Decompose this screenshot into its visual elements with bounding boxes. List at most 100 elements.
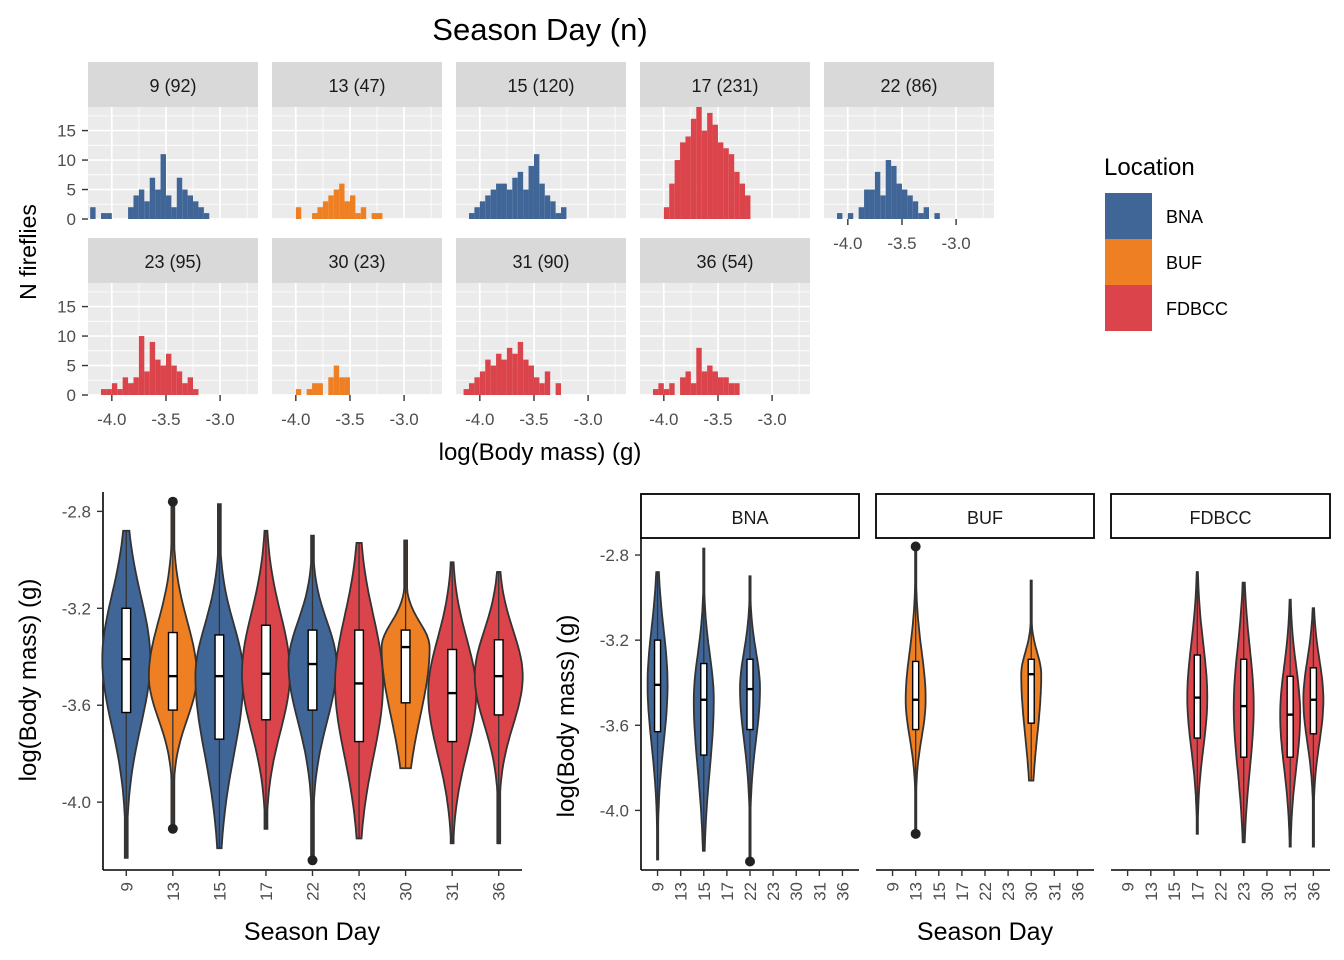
facet-strip-label: 17 (231) — [691, 76, 758, 96]
x-tick-label: 30 — [787, 882, 806, 901]
histogram-bar — [685, 136, 691, 219]
histogram-bar — [734, 171, 740, 219]
histogram-bar — [485, 195, 491, 219]
x-tick-label: 36 — [1304, 882, 1323, 901]
histogram-bar — [360, 207, 367, 219]
x-tick-label: -3.0 — [573, 410, 602, 429]
histogram-bar — [128, 383, 134, 395]
box-iqr — [493, 639, 504, 716]
box-iqr — [167, 631, 178, 711]
outlier-point — [910, 541, 921, 552]
histogram-bar — [468, 213, 475, 219]
histogram-bar — [696, 107, 702, 219]
facet-strip — [640, 238, 810, 283]
histogram-bar — [690, 383, 697, 395]
histogram-bar — [90, 207, 96, 219]
histogram-bar — [712, 124, 718, 219]
histogram-bar — [138, 189, 145, 219]
box-iqr — [307, 629, 318, 711]
histogram-bar — [701, 130, 708, 219]
histogram-bar — [328, 377, 334, 395]
histogram-bar — [160, 365, 166, 395]
x-tick-label: 9 — [1119, 882, 1138, 891]
histogram-bar — [723, 377, 729, 395]
facet-strip — [272, 238, 442, 283]
histogram-bar — [496, 353, 502, 395]
histogram-bar — [306, 389, 313, 395]
histogram-bar — [533, 377, 540, 395]
histogram-bar — [312, 383, 318, 395]
histogram-bar — [138, 336, 145, 395]
histogram-bar — [680, 377, 686, 395]
histogram-bar — [463, 389, 469, 395]
outlier-point — [910, 828, 921, 839]
histogram-bar — [528, 365, 534, 395]
x-tick-label: 22 — [976, 882, 995, 901]
y-tick-label: 5 — [67, 181, 76, 200]
histogram-bar — [349, 195, 356, 219]
histogram-panel: 23 (95) — [88, 238, 258, 396]
facet-strip-label: 13 (47) — [328, 76, 385, 96]
histogram-panel: 31 (90) — [456, 238, 626, 396]
histogram-bar — [880, 195, 886, 219]
histogram-bar — [344, 377, 350, 395]
histogram-bar — [745, 195, 751, 219]
histogram-bar — [474, 377, 480, 395]
histogram-bar — [490, 365, 497, 395]
x-tick-label: 36 — [1068, 882, 1087, 901]
histogram-bar — [312, 213, 318, 219]
x-tick-label: -3.5 — [703, 410, 732, 429]
histogram-bar — [193, 201, 199, 219]
facet-strip-label: BUF — [967, 508, 1003, 528]
x-tick-label: 23 — [999, 882, 1018, 901]
histogram-bar — [182, 383, 188, 395]
histogram-bar — [528, 165, 534, 219]
histogram-bar — [344, 201, 350, 219]
x-tick-label: 30 — [1258, 882, 1277, 901]
x-tick-label: 23 — [764, 882, 783, 901]
histogram-bar — [203, 213, 210, 219]
x-tick-label: -4.0 — [281, 410, 310, 429]
box-iqr — [447, 648, 458, 743]
x-tick-label: 22 — [741, 882, 760, 901]
facet-strip — [272, 62, 442, 107]
histogram-panel: 17 (231) — [640, 62, 810, 220]
histogram-bar — [187, 195, 194, 219]
y-tick-label: 10 — [57, 151, 76, 170]
histogram-bar — [517, 171, 524, 219]
histogram-bar — [496, 183, 502, 219]
x-tick-label: 31 — [810, 882, 829, 901]
x-tick-label: 23 — [1235, 882, 1254, 901]
x-tick-label: -3.5 — [335, 410, 364, 429]
histogram-bar — [652, 389, 659, 395]
histogram-bar — [149, 177, 156, 219]
histogram-panel: 30 (23) — [272, 238, 442, 396]
outlier-point — [167, 823, 178, 834]
histogram-bar — [155, 359, 161, 395]
violin-marks: -2.8 -3.2 -3.6 -4.0 9 13 15 17 22 23 30 31 36 — [62, 492, 524, 901]
histogram-x-label: log(Body mass) (g) — [439, 439, 642, 466]
histogram-bar — [155, 189, 161, 219]
histogram-bar — [701, 371, 708, 395]
facet-strip-label: 9 (92) — [149, 76, 196, 96]
histogram-bar — [723, 148, 729, 219]
histogram-bar — [885, 160, 892, 219]
histogram-bar — [333, 189, 340, 219]
histogram-bar — [734, 383, 740, 395]
x-tick-label: -4.0 — [833, 234, 862, 253]
x-tick-label: -4.0 — [97, 410, 126, 429]
histogram-bar — [317, 207, 323, 219]
histogram-bar — [874, 171, 881, 219]
x-tick-label: 22 — [1212, 882, 1231, 901]
y-tick-label: 0 — [67, 386, 76, 405]
facet-strip-label: 36 (54) — [696, 252, 753, 272]
histogram-bar — [523, 189, 529, 219]
histogram-y-label: N fireflies — [15, 204, 41, 300]
legend: Location BNA BUF FDBCC — [1104, 154, 1228, 331]
histogram-bar — [160, 154, 166, 219]
histogram-panel: 15 (120) — [456, 62, 626, 220]
histogram-bar — [523, 359, 529, 395]
histogram-bar — [555, 213, 562, 219]
box-iqr — [1286, 675, 1294, 758]
